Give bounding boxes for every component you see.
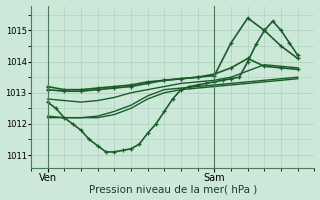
X-axis label: Pression niveau de la mer( hPa ): Pression niveau de la mer( hPa ) bbox=[89, 184, 257, 194]
